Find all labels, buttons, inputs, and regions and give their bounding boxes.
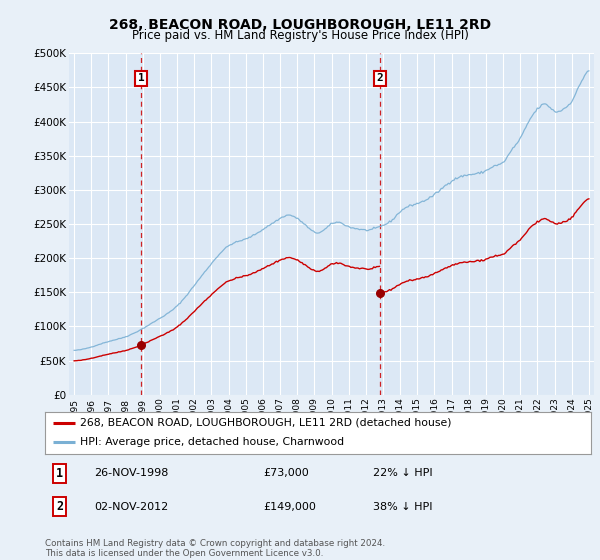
Text: HPI: Average price, detached house, Charnwood: HPI: Average price, detached house, Char…	[80, 437, 344, 447]
Text: £73,000: £73,000	[263, 468, 309, 478]
Text: £149,000: £149,000	[263, 502, 316, 512]
Text: 1: 1	[137, 73, 145, 83]
Text: 22% ↓ HPI: 22% ↓ HPI	[373, 468, 432, 478]
Text: Contains HM Land Registry data © Crown copyright and database right 2024.
This d: Contains HM Land Registry data © Crown c…	[45, 539, 385, 558]
Text: 1: 1	[56, 466, 63, 480]
Text: 2: 2	[56, 500, 63, 514]
Text: 26-NOV-1998: 26-NOV-1998	[94, 468, 169, 478]
Text: 268, BEACON ROAD, LOUGHBOROUGH, LE11 2RD (detached house): 268, BEACON ROAD, LOUGHBOROUGH, LE11 2RD…	[80, 418, 452, 428]
Text: 268, BEACON ROAD, LOUGHBOROUGH, LE11 2RD: 268, BEACON ROAD, LOUGHBOROUGH, LE11 2RD	[109, 18, 491, 32]
Text: Price paid vs. HM Land Registry's House Price Index (HPI): Price paid vs. HM Land Registry's House …	[131, 29, 469, 42]
Text: 38% ↓ HPI: 38% ↓ HPI	[373, 502, 432, 512]
Text: 2: 2	[377, 73, 383, 83]
Text: 02-NOV-2012: 02-NOV-2012	[94, 502, 169, 512]
